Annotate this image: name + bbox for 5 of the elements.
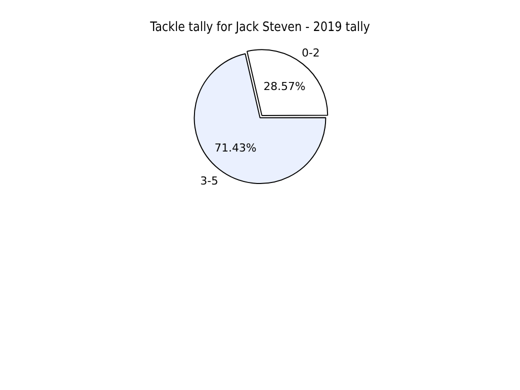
data-label: 71.43% <box>214 142 256 155</box>
data-label: 28.57% <box>264 80 306 93</box>
slice-label: 0-2 <box>302 46 320 60</box>
slice-label: 3-5 <box>200 174 218 188</box>
chart-title: Tackle tally for Jack Steven - 2019 tally <box>149 19 370 34</box>
